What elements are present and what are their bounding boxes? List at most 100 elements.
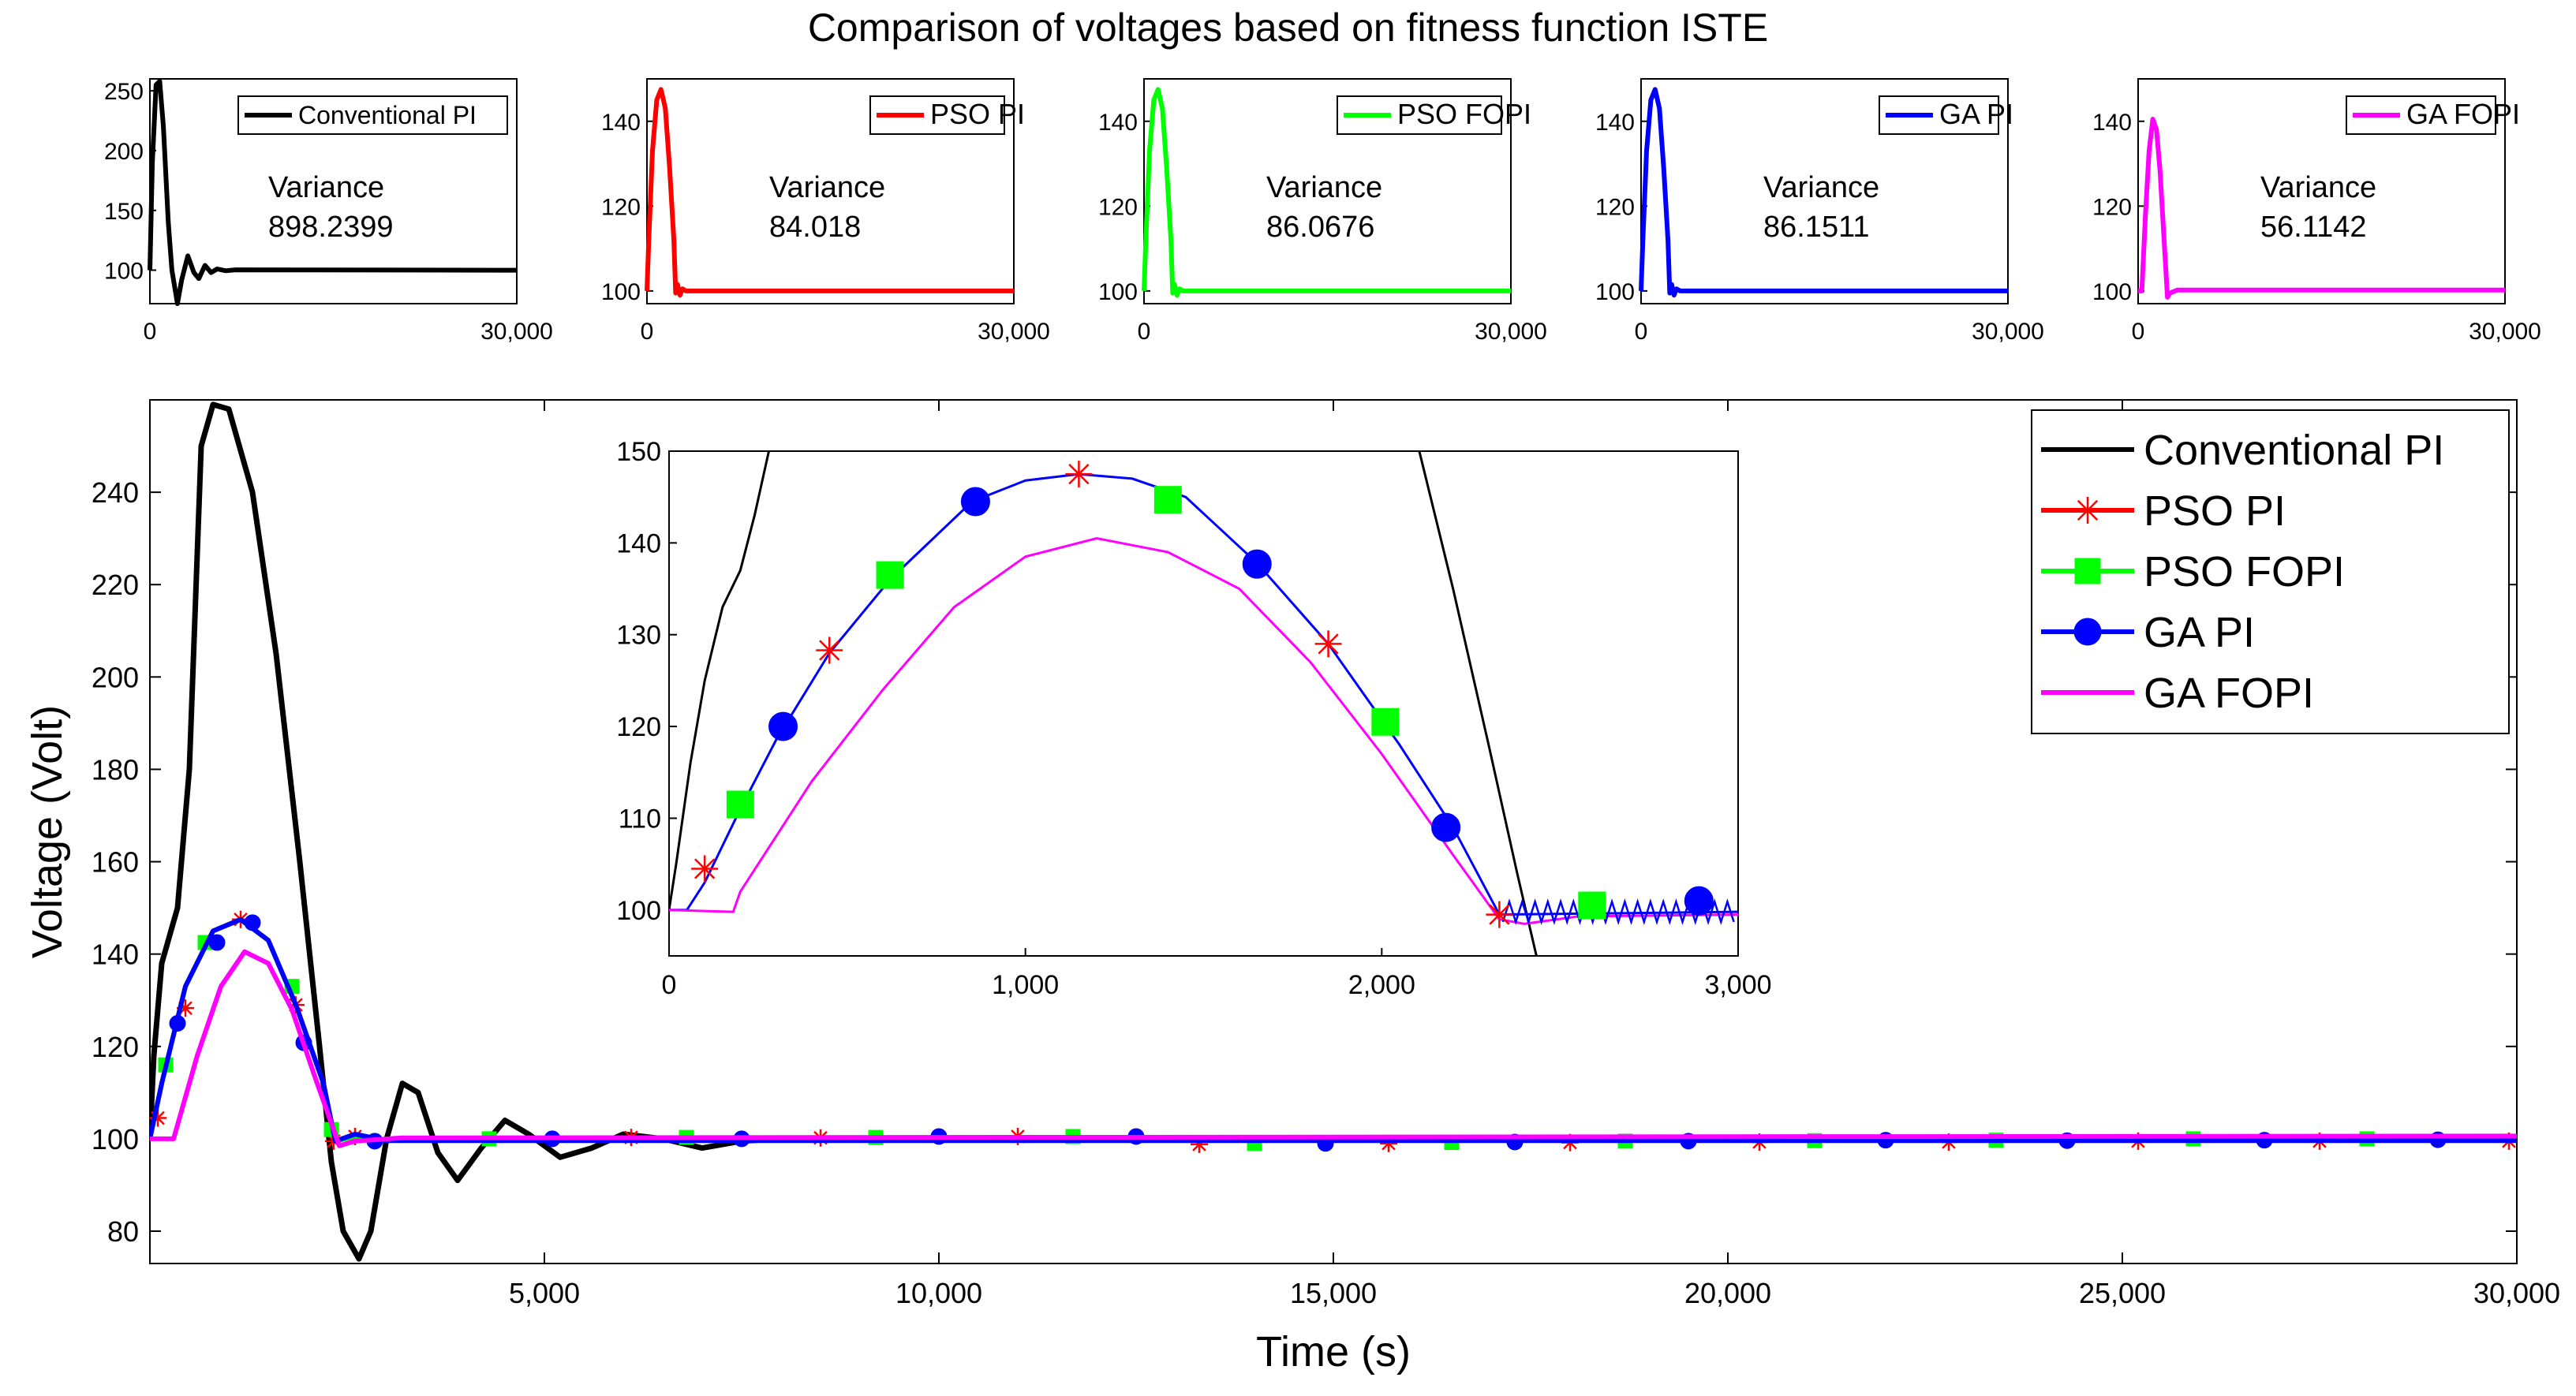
variance-label: Variance [769,171,885,204]
y-tick-label: 120 [601,194,641,220]
data-point [960,487,990,517]
y-tick-label: 150 [616,437,661,467]
legend-label: GA FOPI [2144,670,2314,717]
legend-label: PSO FOPI [2144,548,2345,595]
data-point [1153,486,1182,514]
x-tick-label: 30,000 [978,319,1050,345]
y-tick-label: 160 [92,846,139,879]
data-point [169,1015,186,1032]
series-line [1639,87,2008,298]
y-tick-label: 80 [107,1215,139,1248]
data-point [1486,901,1513,928]
series-line [1142,87,1511,298]
inset-series-conventional-pi [669,451,1538,956]
series-ga-fopi [150,949,2517,1148]
data-point [244,914,261,931]
y-tick-label: 220 [92,569,139,601]
variance-value: 56.1142 [2260,211,2367,244]
small-plots-row: 100 150 200 250 0 30,000 Conventional PI Varian… [104,78,2541,345]
data-point [691,855,719,883]
data-point [1191,1135,1208,1153]
legend-label: PSO FOPI [1397,98,1531,130]
legend-item: PSO PI [2041,487,2286,535]
data-point [1242,549,1272,579]
y-tick-label: 200 [104,139,144,165]
y-tick-label: 100 [104,259,144,285]
y-tick-label: 140 [1595,110,1635,136]
inset-series-ga-pi [669,472,1738,916]
x-tick-label: 20,000 [1684,1277,1771,1309]
ripple-line [1501,898,1735,926]
x-tick-label: 1,000 [992,970,1059,1000]
series-line [1418,451,1538,956]
legend: Conventional PI PSO PI PSO FOPI GA PI GA FOP… [2031,409,2510,734]
x-tick-label: 0 [1635,319,1648,345]
series-line [150,916,2517,1144]
y-tick-label: 120 [616,712,661,742]
figure-title: Comparison of voltages based on fitness … [807,6,1769,50]
y-tick-label: 180 [92,753,139,786]
y-tick-label: 120 [1098,194,1138,220]
x-tick-label: 0 [1138,319,1151,345]
data-point [768,711,798,741]
inset-series-group [669,451,1738,956]
legend-label: PSO PI [2144,487,2286,535]
data-point [208,934,226,951]
x-tick-label: 0 [144,319,157,345]
data-point [876,561,904,589]
inset-frame [668,450,1739,957]
y-tick-label: 140 [1098,110,1138,136]
x-tick-label: 10,000 [895,1277,982,1309]
legend-item: GA FOPI [2041,670,2314,717]
small-plot-ga-fopi: 100 120 140 0 30,000 GA FOPI Variance 56.1142 [2092,78,2541,345]
legend-label: GA FOPI [2406,98,2520,130]
series-group [150,401,2517,1262]
data-point [816,636,843,664]
y-tick-label: 130 [616,621,661,651]
legend-label: GA PI [2144,609,2255,656]
y-tick-label: 100 [616,896,661,926]
data-point [1314,630,1342,658]
y-tick-label: 240 [92,476,139,509]
legend-item: GA PI [2041,609,2255,656]
y-tick-label: 100 [1098,279,1138,305]
data-point [1684,886,1714,916]
y-tick-label: 150 [104,199,144,225]
y-tick-label: 100 [601,279,641,305]
x-tick-label: 30,000 [1475,319,1547,345]
y-tick-label: 120 [1595,194,1635,220]
legend-label: Conventional PI [298,101,477,129]
data-point [1431,812,1461,842]
variance-value: 84.018 [769,211,861,244]
series-line [669,472,1738,916]
y-tick-label: 140 [92,939,139,971]
y-tick-label: 250 [104,79,144,105]
variance-value: 86.1511 [1763,211,1870,244]
series-line [150,949,2517,1148]
series-line [669,451,771,911]
inset-zoom-plot: 100 110 120 130 140 150 0 1,000 2,000 3,000 [616,437,1771,1000]
x-tick-label: 30,000 [2469,319,2541,345]
series-line [148,79,518,306]
variance-label: Variance [1266,171,1382,204]
legend-label: PSO PI [930,98,1025,130]
y-tick-label: 100 [92,1123,139,1155]
legend-item: PSO FOPI [2041,548,2345,595]
x-tick-label: 15,000 [1290,1277,1377,1309]
y-tick-label: 120 [92,1031,139,1063]
x-axis-label: Time (s) [1256,1328,1411,1375]
small-plot-pso-pi: 100 120 140 0 30,000 PSO PI Variance 84.018 [601,78,1050,345]
x-tick-label: 30,000 [480,319,553,345]
variance-label: Variance [2260,171,2376,204]
x-tick-label: 2,000 [1348,970,1415,1000]
y-tick-label: 200 [92,661,139,693]
y-tick-label: 100 [1595,279,1635,305]
small-plot-conventional-pi: 100 150 200 250 0 30,000 Conventional PI Varian… [104,78,553,345]
variance-label: Variance [1763,171,1879,204]
x-tick-label: 30,000 [2473,1277,2560,1309]
y-tick-label: 140 [2092,110,2132,136]
data-point [1578,891,1606,920]
small-plot-pso-fopi: 100 120 140 0 30,000 PSO FOPI Variance 86.0676 [1098,78,1547,345]
legend-label: Conventional PI [2144,427,2444,474]
